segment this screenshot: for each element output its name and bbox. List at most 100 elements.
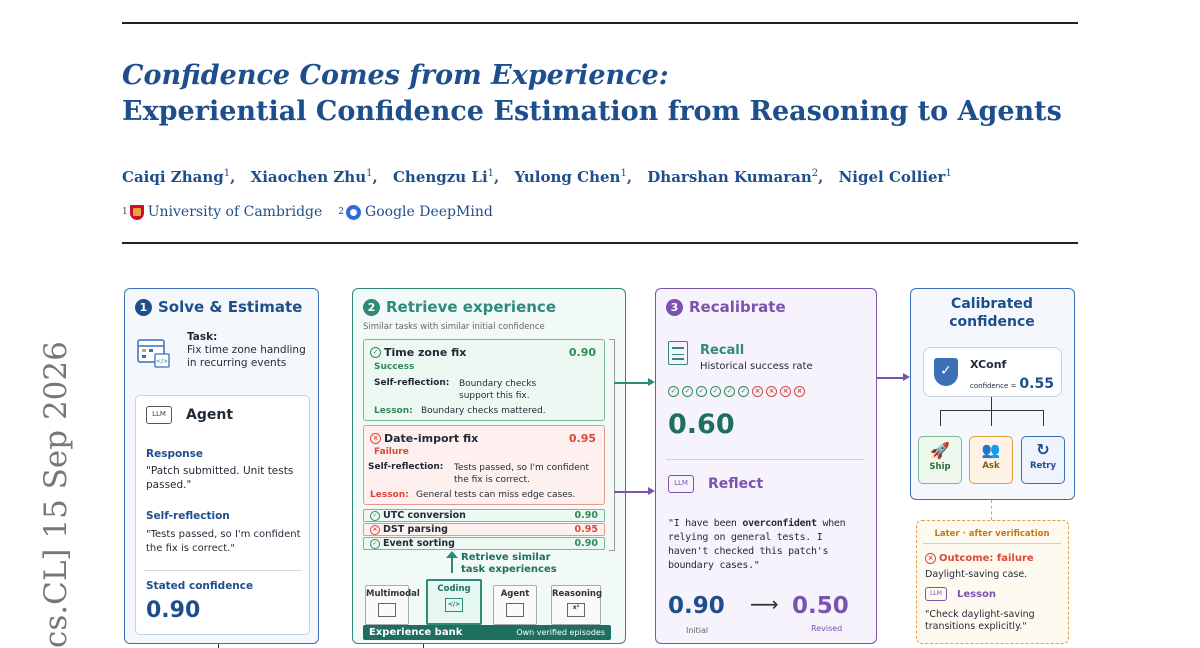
- quote-emphasis: overconfident: [742, 518, 817, 529]
- people-icon: 👥: [981, 441, 1001, 459]
- success-dot-icon: ✓: [682, 386, 693, 397]
- connector-line: [218, 644, 220, 648]
- step-number-badge: 3: [666, 298, 683, 316]
- check-circle-icon: ✓: [370, 510, 380, 521]
- panel-calibrated-confidence: Calibrated confidence ✓ XConf confidence…: [910, 288, 1075, 500]
- row-score: 0.95: [574, 524, 598, 535]
- author: Xiaochen Zhu1,: [250, 168, 378, 186]
- row-score: 0.90: [574, 538, 598, 549]
- history-dots: ✓ ✓ ✓ ✓ ✓ ✓ × × × ×: [668, 386, 808, 397]
- affiliation-number: 1: [122, 207, 128, 217]
- action-label: Retry: [1029, 461, 1057, 471]
- bank-item-coding[interactable]: Coding </>: [426, 579, 482, 625]
- arrow-head-icon: [648, 487, 655, 495]
- panel-heading: 1 Solve & Estimate: [135, 298, 302, 316]
- experience-failure-card: × Date-import fix 0.95 Failure Self-refl…: [363, 425, 605, 505]
- retry-button[interactable]: ↻ Retry: [1021, 436, 1065, 484]
- experience-row: × DST parsing 0.95: [363, 523, 605, 536]
- revised-confidence: 0.50: [792, 593, 849, 619]
- arrow-right-icon: ⟶: [750, 592, 779, 616]
- check-circle-icon: ✓: [370, 538, 380, 549]
- agent-header: LLM Agent: [146, 406, 233, 424]
- bank-label: Experience bank: [369, 627, 463, 638]
- quote-text: when relying on general tests. I haven't…: [668, 518, 846, 571]
- shield-check-icon: ✓: [934, 358, 958, 386]
- author: Nigel Collier1: [838, 168, 952, 186]
- arrow-head-icon: [903, 373, 910, 381]
- experience-score: 0.90: [568, 346, 596, 359]
- experience-bank-bar: Experience bank Own verified episodes: [363, 625, 611, 640]
- deepmind-logo-icon: [346, 204, 362, 220]
- success-dot-icon: ✓: [668, 386, 679, 397]
- experience-title: Time zone fix: [384, 346, 467, 359]
- connector-line: [940, 410, 942, 426]
- check-circle-icon: ✓: [370, 347, 381, 358]
- reflect-label: Reflect: [708, 476, 764, 492]
- author-list: Caiqi Zhang1, Xiaochen Zhu1, Chengzu Li1…: [122, 168, 962, 186]
- arxiv-stamp: cs.CL] 15 Sep 2026: [38, 341, 74, 648]
- stated-confidence-label: Stated confidence: [146, 580, 254, 592]
- paper-title: Confidence Comes from Experience: Experi…: [122, 58, 1062, 130]
- connector-arrow: [614, 491, 652, 493]
- affiliation-list: 1 University of Cambridge 2 Google DeepM…: [122, 204, 493, 220]
- affiliation-number: 2: [338, 207, 345, 217]
- calendar-icon: </>: [137, 337, 171, 369]
- outcome-text: Outcome: failure: [939, 553, 1034, 564]
- stated-confidence-value: 0.90: [146, 598, 201, 623]
- row-score: 0.90: [574, 510, 598, 521]
- success-dot-icon: ✓: [724, 386, 735, 397]
- connector-line: [991, 410, 993, 426]
- panel-later-verification: Later · after verification × Outcome: fa…: [916, 520, 1069, 644]
- outcome-row: × Outcome: failure: [925, 553, 1034, 564]
- step-number-badge: 1: [135, 298, 152, 316]
- failure-dot-icon: ×: [794, 386, 805, 397]
- x-circle-icon: ×: [925, 553, 936, 564]
- task-label: Task:: [187, 331, 218, 343]
- action-label: Ask: [982, 461, 1000, 471]
- success-dot-icon: ✓: [696, 386, 707, 397]
- success-rate-value: 0.60: [668, 409, 735, 440]
- retrieve-note: Retrieve similar task experiences: [461, 552, 557, 575]
- lesson-text: Boundary checks mattered.: [421, 406, 546, 416]
- response-text: "Patch submitted. Unit tests passed.": [146, 465, 294, 491]
- x-circle-icon: ×: [370, 433, 381, 444]
- panel-title: Calibrated confidence: [949, 296, 1035, 330]
- model-name: XConf: [970, 358, 1007, 371]
- recall-label: Recall: [700, 343, 745, 358]
- author: Caiqi Zhang1,: [122, 168, 236, 186]
- initial-label: Initial: [686, 626, 709, 635]
- confidence-readout: confidence = 0.55: [970, 376, 1054, 392]
- agent-label: Agent: [186, 407, 234, 423]
- panel-heading: 3 Recalibrate: [666, 298, 786, 316]
- panel-title: Solve & Estimate: [158, 298, 303, 316]
- ship-button[interactable]: 🚀 Ship: [918, 436, 962, 484]
- math-icon: x²: [567, 603, 585, 617]
- x-circle-icon: ×: [370, 524, 380, 535]
- revised-label: Revised: [811, 624, 843, 633]
- llm-chip-icon: LLM: [925, 587, 947, 601]
- experience-row: ✓ UTC conversion 0.90: [363, 509, 605, 522]
- experience-status: Success: [374, 362, 415, 372]
- bank-sub: Own verified episodes: [516, 628, 605, 637]
- success-dot-icon: ✓: [710, 386, 721, 397]
- reflection-quote: "I have been overconfident when relying …: [668, 517, 868, 573]
- success-dot-icon: ✓: [738, 386, 749, 397]
- failure-dot-icon: ×: [752, 386, 763, 397]
- self-reflection-label: Self-reflection: [146, 510, 230, 522]
- failure-dot-icon: ×: [780, 386, 791, 397]
- connector-line: [991, 397, 993, 411]
- experience-title-row: × Date-import fix: [370, 432, 478, 445]
- action-label: Ship: [929, 462, 951, 472]
- divider: [923, 543, 1061, 544]
- panel-subtitle: Similar tasks with similar initial confi…: [363, 322, 545, 332]
- lesson-label: Lesson:: [374, 406, 413, 416]
- row-name: UTC conversion: [383, 510, 466, 521]
- quote-text: "I have been: [668, 518, 743, 529]
- header-bottom-rule: [122, 242, 1078, 244]
- ask-button[interactable]: 👥 Ask: [969, 436, 1013, 484]
- lesson-row: LLM Lesson: [925, 587, 996, 601]
- bank-item-label: Reasoning: [552, 589, 603, 599]
- self-reflection-text: Tests passed, so I'm confident the fix i…: [454, 463, 589, 485]
- panel-heading: 2 Retrieve experience: [363, 298, 556, 316]
- panel-title: Retrieve experience: [386, 298, 556, 316]
